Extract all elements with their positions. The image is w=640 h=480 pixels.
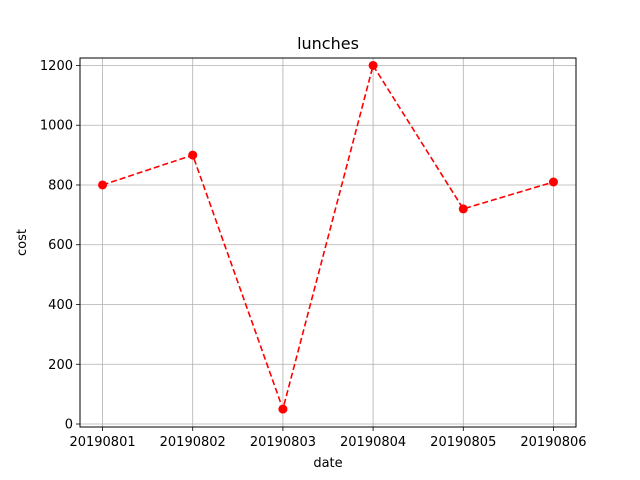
ticks-layer: 20190801 20190802 20190803 20190804 20190805… [40, 59, 587, 450]
x-tick-label: 20190802 [160, 435, 226, 450]
y-tick-label: 200 [48, 358, 73, 373]
x-tick-label: 20190806 [520, 435, 586, 450]
x-axis-label: date [313, 456, 342, 471]
x-tick-label: 20190805 [430, 435, 496, 450]
series-line [102, 63, 554, 412]
x-tick-label: 20190801 [69, 435, 135, 450]
y-tick-label: 1200 [40, 59, 73, 74]
y-tick-label: 800 [48, 178, 73, 193]
plot-frame [79, 57, 577, 428]
y-axis-label: cost [15, 229, 30, 256]
data-point [368, 60, 378, 70]
y-tick-label: 1000 [40, 119, 73, 134]
data-point [188, 150, 198, 160]
y-tick-label: 400 [48, 298, 73, 313]
x-tick-label: 20190803 [250, 435, 316, 450]
x-tick-label: 20190804 [340, 435, 406, 450]
y-tick-label: 0 [65, 418, 73, 433]
series-layer [98, 60, 558, 414]
data-point [548, 177, 558, 187]
data-point [278, 404, 288, 414]
chart-title: lunches [297, 34, 359, 53]
y-tick-label: 600 [48, 238, 73, 253]
data-point [98, 180, 108, 190]
data-point [458, 204, 468, 214]
grid-lines [80, 58, 576, 427]
